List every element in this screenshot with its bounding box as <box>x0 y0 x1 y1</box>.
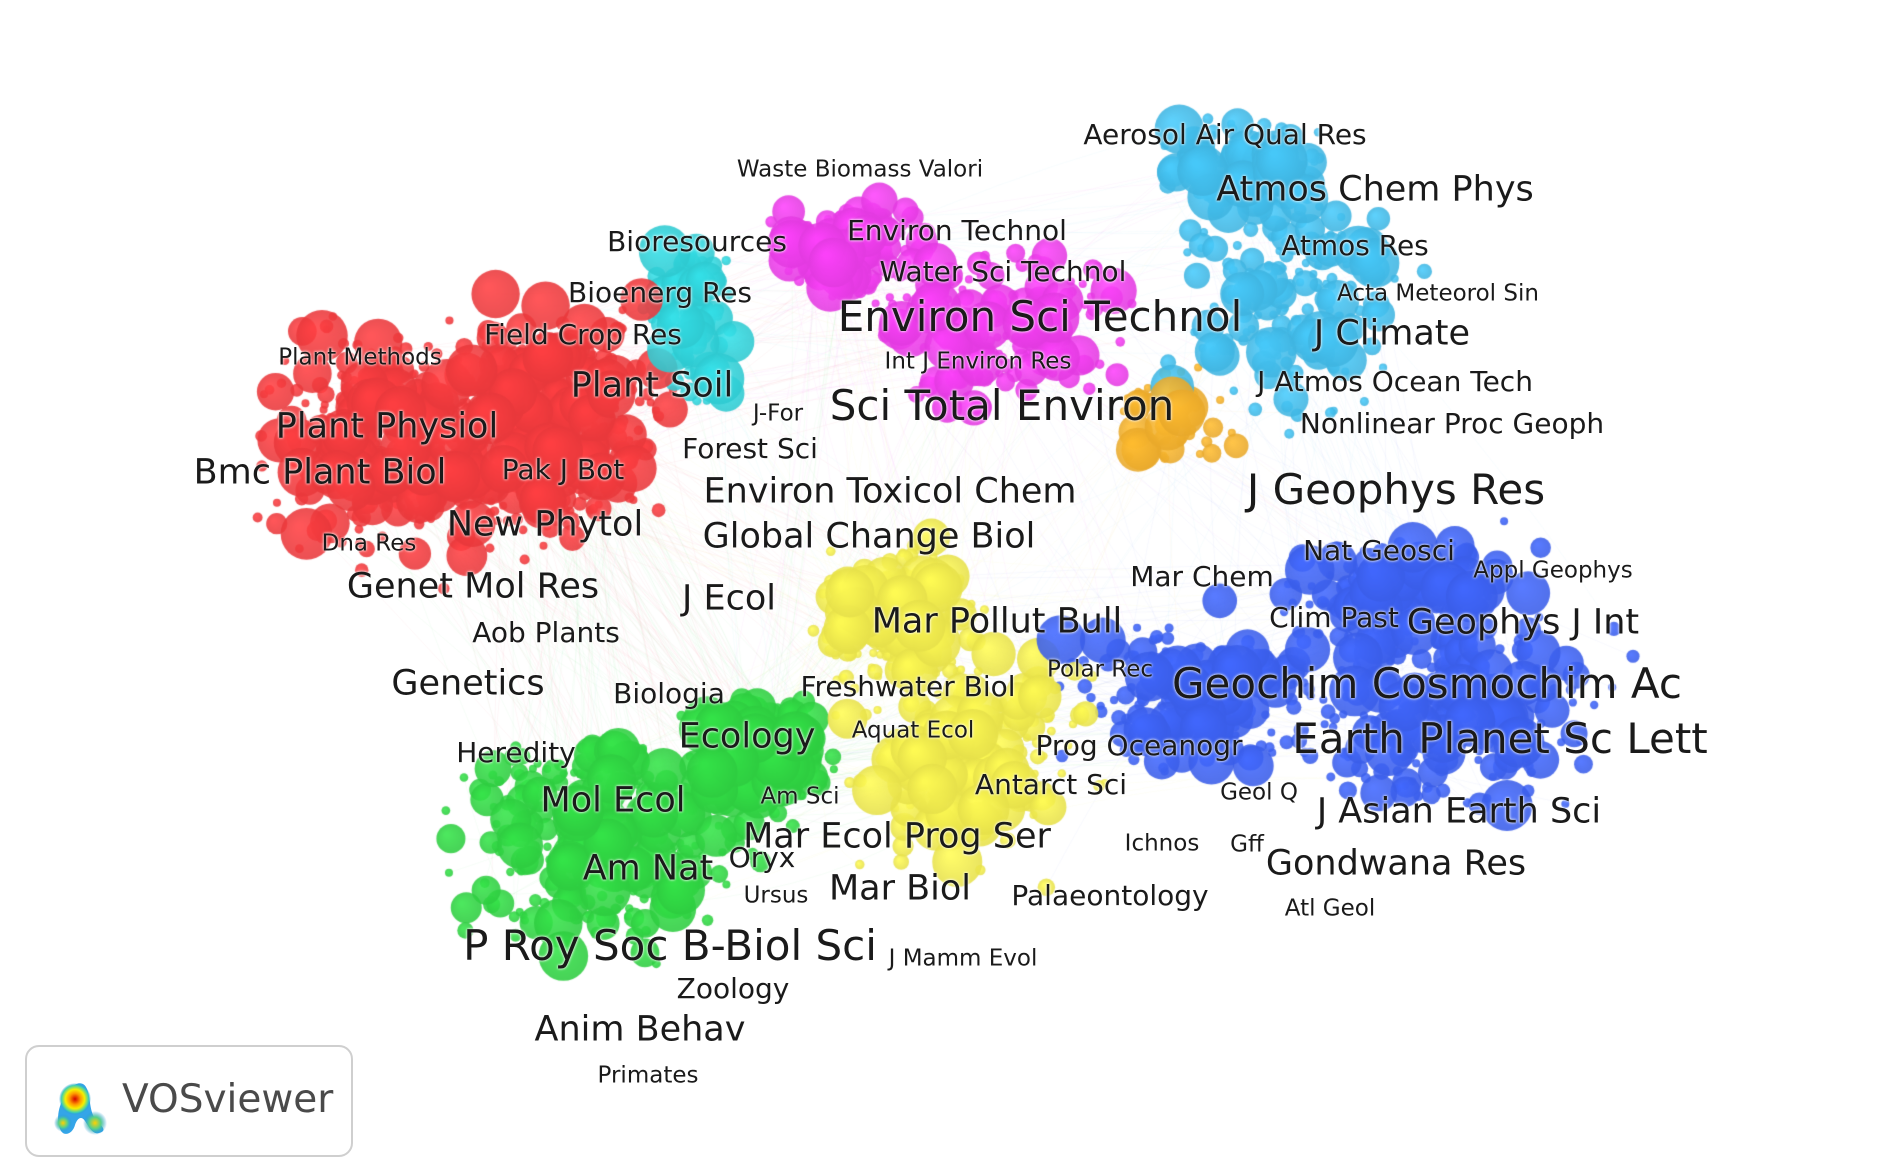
node-label[interactable]: Palaeontology <box>1011 879 1209 912</box>
node-label[interactable]: Primates <box>597 1062 699 1089</box>
node-label[interactable]: P Roy Soc B-Biol Sci <box>463 921 877 970</box>
node-label[interactable]: Freshwater Biol <box>800 670 1016 703</box>
node-label[interactable]: Nonlinear Proc Geoph <box>1299 407 1605 440</box>
node-label[interactable]: Geochim Cosmochim Ac <box>1172 659 1682 708</box>
vosviewer-logo: VOSviewer <box>25 1045 353 1157</box>
node-label[interactable]: J Geophys Res <box>1246 465 1546 514</box>
vosviewer-density-icon <box>54 1083 107 1135</box>
node-label[interactable]: Genet Mol Res <box>346 566 600 607</box>
node-label[interactable]: Bmc Plant Biol <box>193 452 447 493</box>
node-label[interactable]: Aob Plants <box>472 616 620 649</box>
node-label[interactable]: Am Nat <box>582 848 714 889</box>
node-label[interactable]: New Phytol <box>446 504 644 545</box>
node-label[interactable]: Bioenerg Res <box>567 276 753 309</box>
node-label[interactable]: Antarct Sci <box>974 768 1128 801</box>
node-label[interactable]: Nat Geosci <box>1303 534 1455 567</box>
node-label[interactable]: Am Sci <box>760 783 840 810</box>
node-label[interactable]: Environ Toxicol Chem <box>703 471 1077 512</box>
node-label[interactable]: Anim Behav <box>534 1009 746 1050</box>
node-label[interactable]: Atmos Res <box>1281 229 1429 262</box>
node-label[interactable]: Environ Technol <box>847 214 1067 247</box>
node-label[interactable]: Water Sci Technol <box>879 255 1127 288</box>
node-label[interactable]: Geophys J Int <box>1406 602 1640 643</box>
node-label[interactable]: Bioresources <box>607 225 787 258</box>
node-label[interactable]: Waste Biomass Valori <box>736 156 984 183</box>
node-label[interactable]: Oryx <box>728 841 796 874</box>
node-label[interactable]: Ursus <box>743 882 809 909</box>
node-label[interactable]: Global Change Biol <box>702 516 1036 557</box>
node-label[interactable]: Ecology <box>678 716 816 757</box>
node-label[interactable]: Pak J Bot <box>501 453 625 486</box>
node-label[interactable]: Mol Ecol <box>540 780 686 821</box>
node-label[interactable]: Ichnos <box>1124 830 1200 857</box>
node-label[interactable]: Biologia <box>613 677 725 710</box>
node-label[interactable]: Mar Biol <box>828 868 972 909</box>
node-label[interactable]: Aquat Ecol <box>851 717 975 744</box>
node-label[interactable]: Prog Oceanogr <box>1035 729 1243 762</box>
node-label[interactable]: Atmos Chem Phys <box>1216 169 1534 210</box>
node-label[interactable]: Plant Methods <box>278 344 442 371</box>
node-label[interactable]: Plant Physiol <box>275 406 499 447</box>
node-label[interactable]: Zoology <box>676 972 790 1005</box>
node-label[interactable]: Appl Geophys <box>1473 557 1633 584</box>
node-label[interactable]: Mar Pollut Bull <box>871 601 1123 642</box>
node-label[interactable]: J Ecol <box>682 578 776 619</box>
node-label[interactable]: Gondwana Res <box>1265 843 1527 884</box>
node-label[interactable]: Clim Past <box>1269 601 1399 634</box>
node-label[interactable]: Gff <box>1230 831 1264 858</box>
node-label[interactable]: J Asian Earth Sci <box>1316 791 1602 832</box>
node-label[interactable]: Heredity <box>456 736 576 769</box>
node-label[interactable]: Sci Total Environ <box>829 381 1175 430</box>
node-label[interactable]: Environ Sci Technol <box>837 292 1243 341</box>
node-label[interactable]: Mar Chem <box>1130 560 1274 593</box>
node-label[interactable]: Atl Geol <box>1284 895 1376 922</box>
node-label[interactable]: Aerosol Air Qual Res <box>1083 118 1367 151</box>
node-label[interactable]: Plant Soil <box>570 365 734 406</box>
node-label[interactable]: Geol Q <box>1220 779 1298 806</box>
node-label[interactable]: J Mamm Evol <box>888 945 1038 972</box>
node-label[interactable]: Mar Ecol Prog Ser <box>743 816 1051 857</box>
node-label[interactable]: Int J Environ Res <box>884 348 1072 375</box>
node-label[interactable]: Forest Sci <box>682 432 818 465</box>
node-label[interactable]: Dna Res <box>321 530 417 557</box>
node-label[interactable]: Genetics <box>391 663 545 704</box>
node-label[interactable]: J-For <box>752 400 804 427</box>
node-label[interactable]: Earth Planet Sc Lett <box>1292 714 1708 763</box>
node-label[interactable]: Field Crop Res <box>484 318 682 351</box>
node-label[interactable]: Acta Meteorol Sin <box>1337 280 1539 307</box>
node-label[interactable]: J Atmos Ocean Tech <box>1257 365 1533 398</box>
node-label[interactable]: J Climate <box>1313 313 1471 354</box>
vosviewer-logo-text: VOSviewer <box>122 1077 334 1122</box>
node-label[interactable]: Polar Rec <box>1046 656 1154 683</box>
